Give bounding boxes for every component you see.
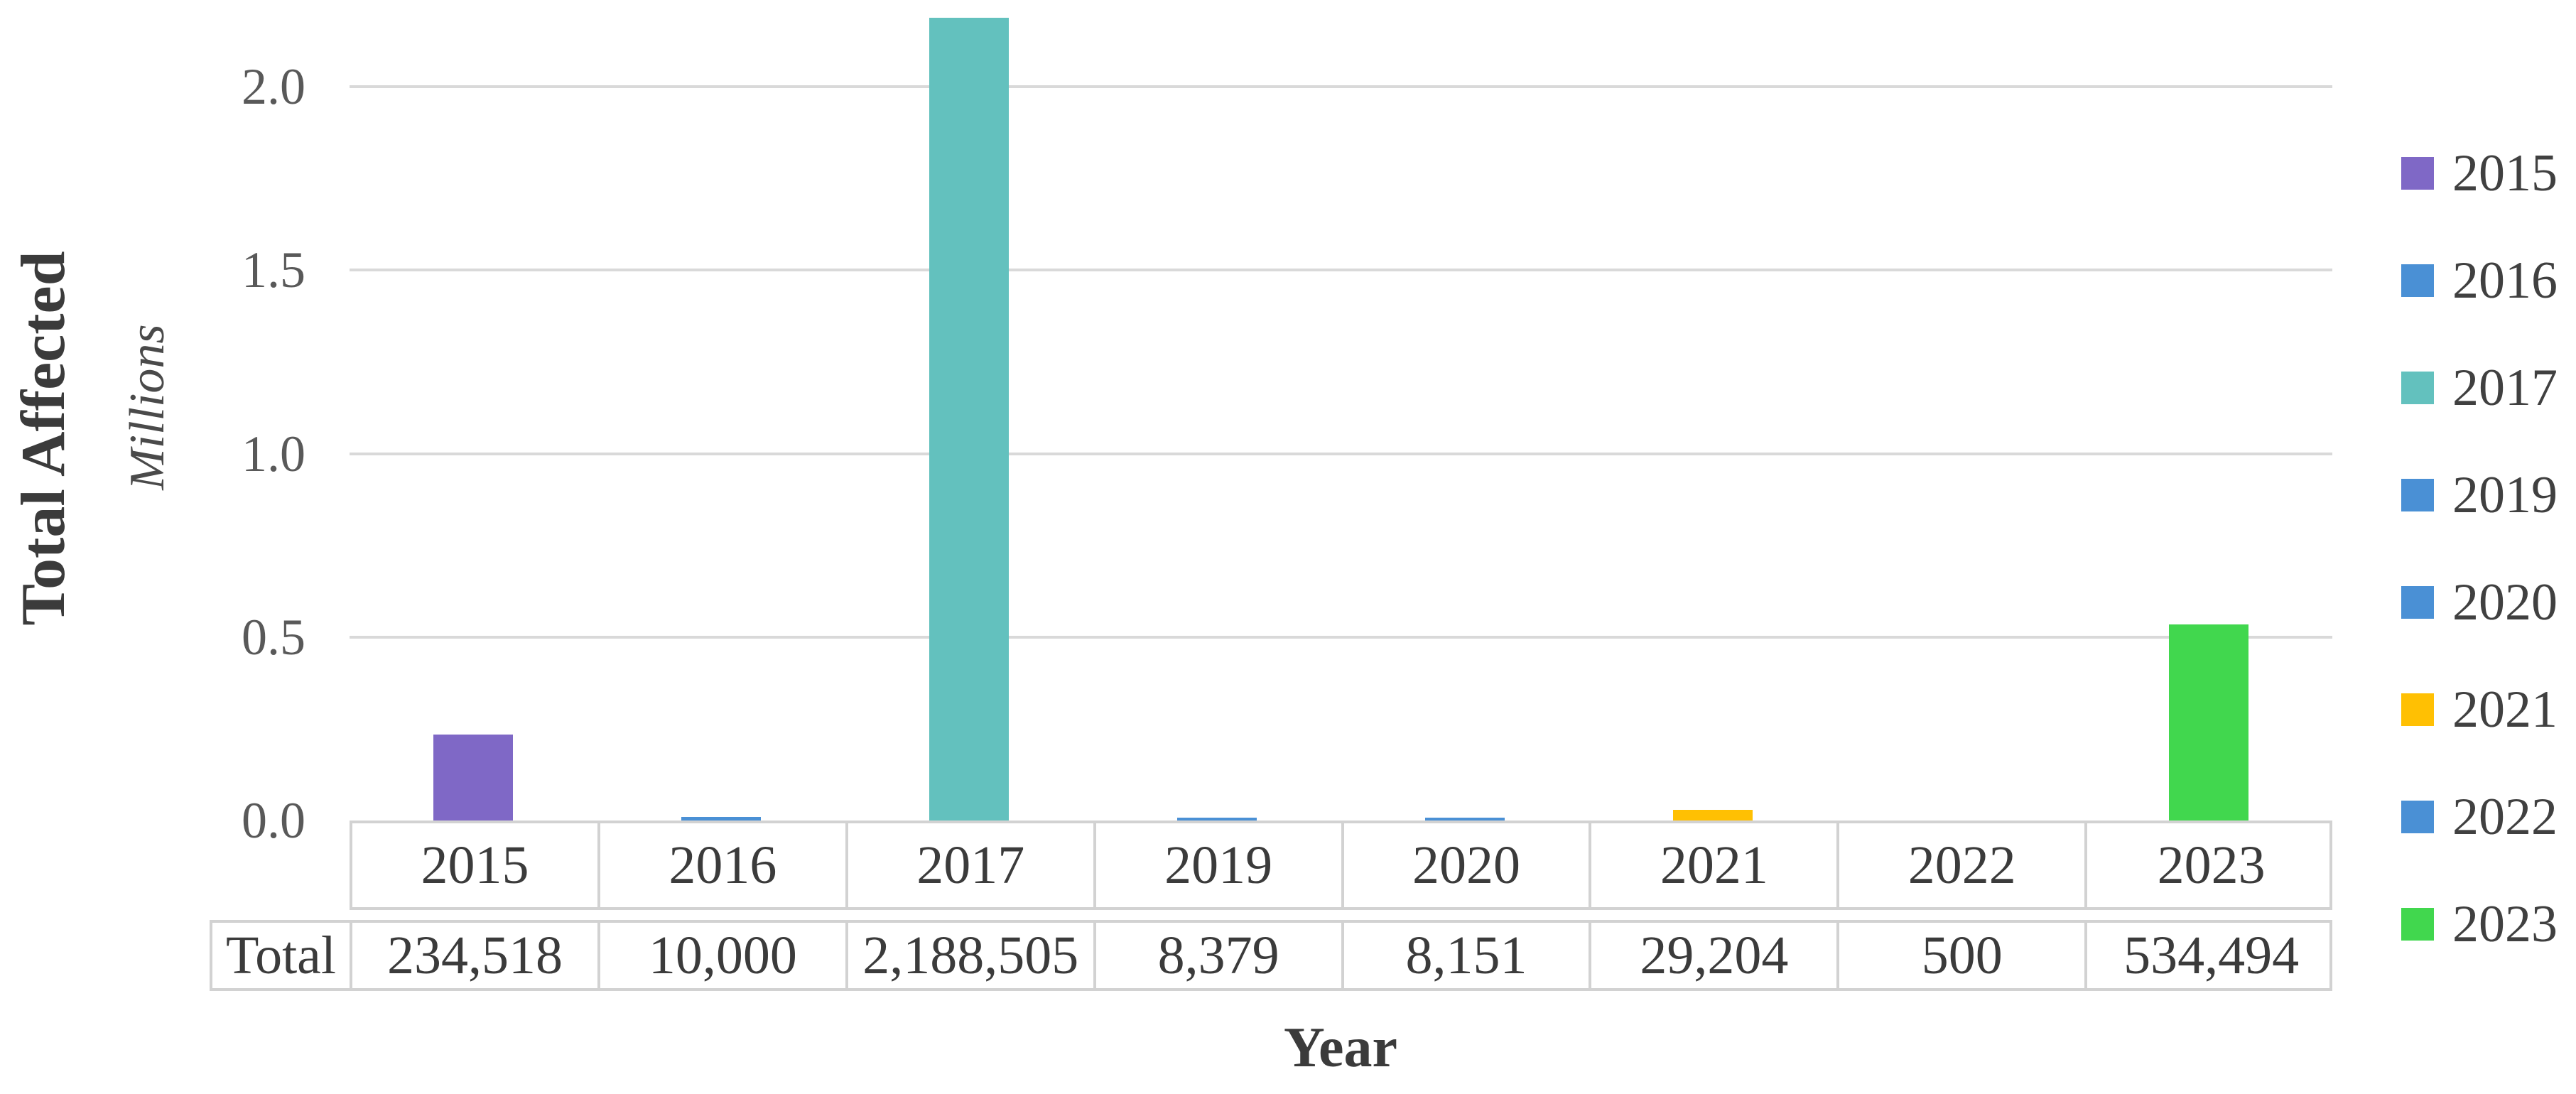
legend-swatch (2401, 372, 2434, 404)
legend-label: 2021 (2452, 681, 2558, 739)
legend-label: 2017 (2452, 359, 2558, 417)
y-tick-label: 2.0 (242, 58, 305, 115)
bar-2019 (1177, 818, 1257, 820)
table-total-row: Total 234,518 10,000 2,188,505 8,379 8,151 29,… (210, 920, 2332, 991)
legend-swatch (2401, 264, 2434, 297)
gridline (350, 269, 2332, 271)
gridline (350, 636, 2332, 639)
legend-item-2021: 2021 (2401, 683, 2558, 736)
legend-label: 2015 (2452, 144, 2558, 202)
table-total-cell: 2,188,505 (848, 923, 1096, 988)
x-axis-category-cell: 2023 (2157, 835, 2266, 895)
table-row-header: Total (212, 923, 352, 988)
legend-swatch (2401, 801, 2434, 833)
gridline (350, 85, 2332, 88)
table-total-cell: 8,151 (1344, 923, 1592, 988)
legend-item-2019: 2019 (2401, 469, 2558, 521)
y-tick-label: 1.5 (242, 242, 305, 298)
table-total-cell: 234,518 (352, 923, 600, 988)
legend-item-2023: 2023 (2401, 898, 2558, 951)
legend-label: 2023 (2452, 895, 2558, 953)
gridline (350, 453, 2332, 455)
legend-swatch (2401, 586, 2434, 619)
legend-label: 2020 (2452, 573, 2558, 632)
x-axis-category-cell: 2017 (848, 823, 1096, 907)
x-axis-category-cell: 2016 (600, 823, 848, 907)
legend-item-2015: 2015 (2401, 147, 2558, 200)
bar-2021 (1673, 810, 1753, 820)
y-axis-title: Total Affected (9, 251, 78, 626)
legend-item-2020: 2020 (2401, 576, 2558, 629)
x-axis-title: Year (1284, 1017, 1397, 1079)
legend-swatch (2401, 693, 2434, 726)
bar-2023 (2169, 624, 2248, 820)
table-total-cell: 29,204 (1591, 923, 1840, 988)
bar-2020 (1425, 818, 1505, 820)
legend-item-2016: 2016 (2401, 254, 2558, 307)
table-total-cell: 10,000 (600, 923, 848, 988)
bar-2017 (929, 18, 1009, 820)
y-tick-label: 0.0 (242, 792, 305, 849)
legend-label: 2016 (2452, 251, 2558, 310)
table-total-cell: 8,379 (1096, 923, 1344, 988)
bar-2015 (433, 735, 513, 820)
x-axis-category-cell: 2020 (1344, 823, 1592, 907)
table-total-cell: 500 (1839, 923, 2088, 988)
legend-swatch (2401, 157, 2434, 190)
table-year-row: 2015 2016 2017 2019 2020 2021 2022 2023 (350, 820, 2332, 910)
x-axis-category-cell: 2015 (352, 823, 600, 907)
bar-2016 (681, 817, 761, 820)
y-tick-label: 1.0 (242, 426, 305, 482)
legend-swatch (2401, 908, 2434, 941)
legend-item-2017: 2017 (2401, 362, 2558, 414)
legend-item-2022: 2022 (2401, 791, 2558, 843)
legend-swatch (2401, 479, 2434, 511)
x-axis-category-cell: 2022 (1839, 823, 2088, 907)
legend-label: 2019 (2452, 466, 2558, 524)
y-tick-label: 0.5 (242, 609, 305, 666)
table-total-cell: 534,494 (2123, 925, 2300, 985)
legend-label: 2022 (2452, 788, 2558, 846)
x-axis-category-cell: 2019 (1096, 823, 1344, 907)
x-axis-category-cell: 2021 (1591, 823, 1840, 907)
